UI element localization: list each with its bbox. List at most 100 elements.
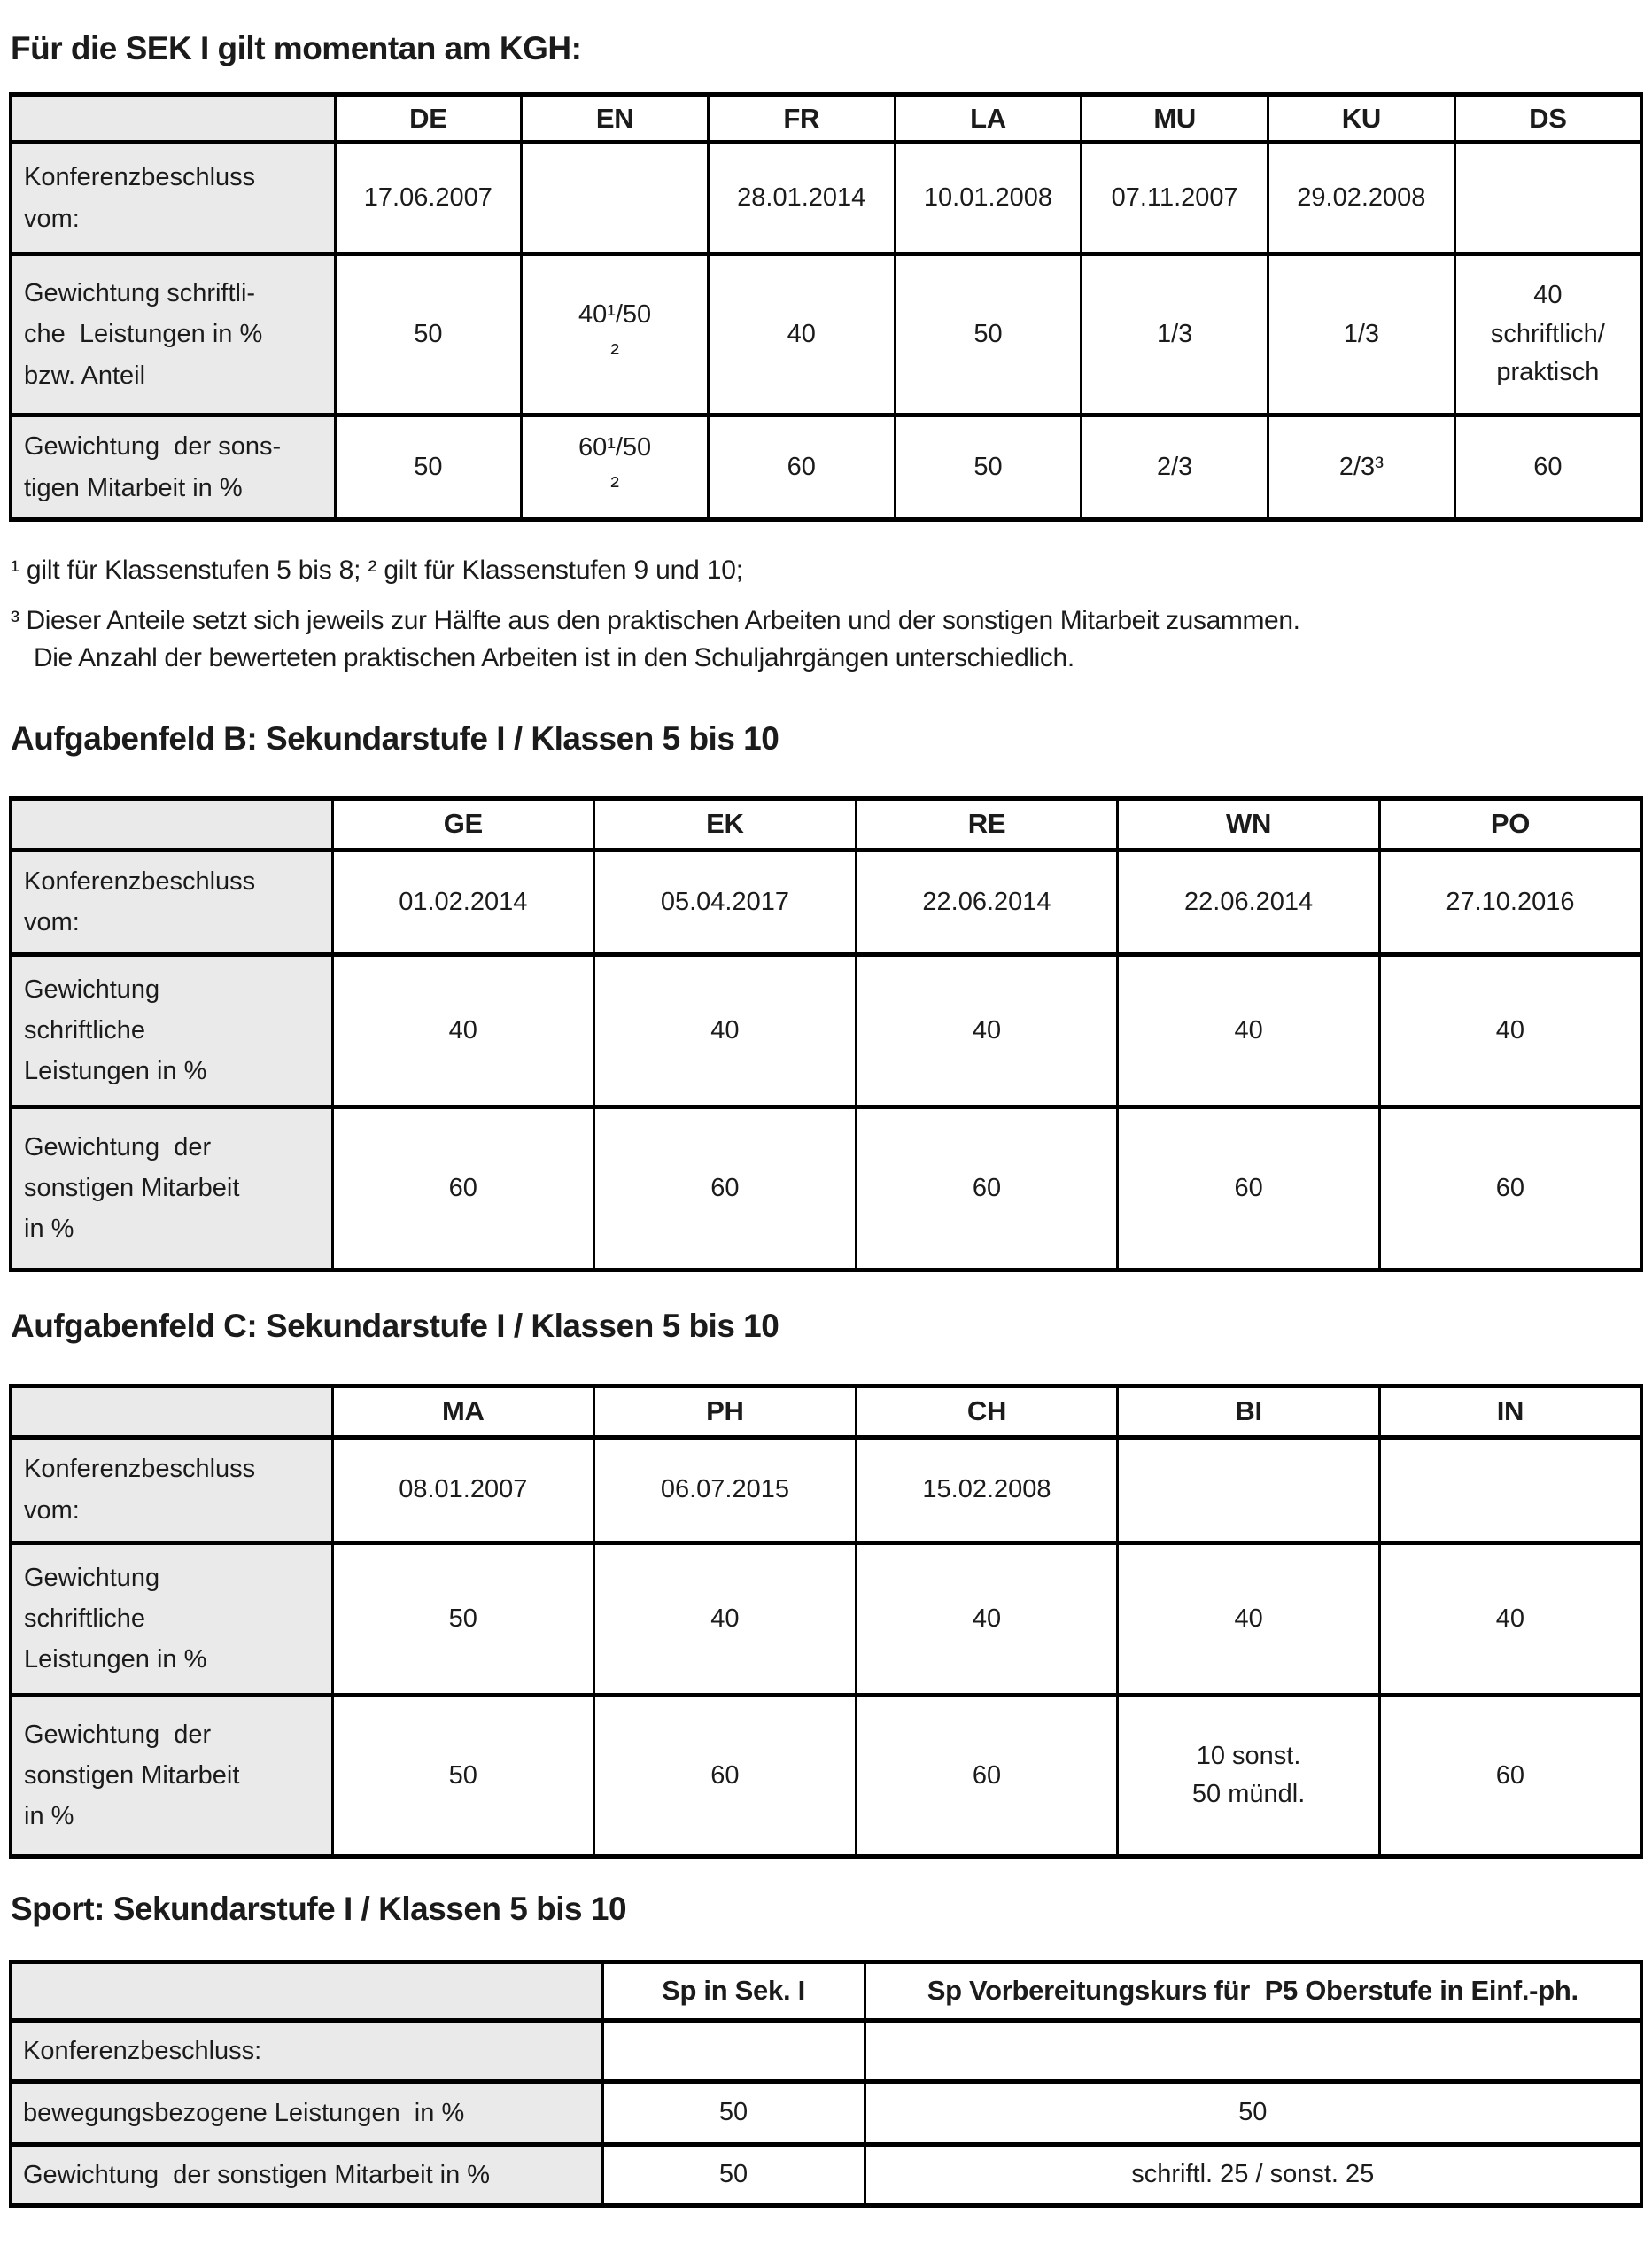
cell-value [1453,140,1643,256]
column-header: MA [330,1383,596,1440]
row-label: Gewichtung der sonstigen Mitarbeit in % [9,1692,334,1859]
cell-value: 40 [854,951,1120,1109]
column-header: LA [893,92,1083,144]
row-label: Gewichtung schriftliche Leistungen in % [9,1540,334,1697]
cell-value: 40 [593,1540,857,1697]
column-header: RE [854,796,1120,852]
table-row: Konferenzbeschluss: [9,2017,1643,2084]
cell-value: 22.06.2014 [1116,847,1381,957]
table-row: Konferenzbeschluss vom: 01.02.2014 05.04.2… [9,847,1643,957]
section-heading-aufgabenfeld-c: Aufgabenfeld C: Sekundarstufe I / Klasse… [11,1307,779,1344]
cell-value: 40 [593,951,857,1109]
cell-value: schriftl. 25 / sonst. 25 [863,2141,1643,2208]
cell-value: 1/3 [1267,252,1456,417]
column-header: PO [1377,796,1643,852]
cell-value: 29.02.2008 [1267,140,1456,256]
cell-value: 60 [593,1104,857,1272]
cell-value [601,2017,866,2084]
cell-value: 07.11.2007 [1080,140,1270,256]
table-row: Gewichtung der sonstigen Mitarbeit in % 5… [9,2141,1643,2208]
cell-value [1116,1434,1381,1545]
row-label: Gewichtung schriftliche Leistungen in % [9,951,334,1109]
column-header: FR [706,92,896,144]
cell-value: 50 [893,252,1083,417]
cell-value: 50 [333,252,524,417]
cell-value: 60 [1453,413,1643,522]
cell-value: 40 [706,252,896,417]
cell-value: 50 [330,1540,596,1697]
row-label: bewegungsbezogene Leistungen in % [9,2078,604,2147]
table-row: Gewichtung der sonstigen Mitarbeit in % 5… [9,1692,1643,1859]
column-header: Sp in Sek. I [601,1959,866,2023]
cell-value: 40 schriftlich/ praktisch [1453,252,1643,417]
cell-value: 50 [333,413,524,522]
column-header: CH [854,1383,1120,1440]
cell-value: 60 [854,1692,1120,1859]
column-header: DS [1453,92,1643,144]
cell-value [520,140,710,256]
row-label: Gewichtung der sonstigen Mitarbeit in % [9,2141,604,2208]
cell-value: 28.01.2014 [706,140,896,256]
section-heading-sport: Sport: Sekundarstufe I / Klassen 5 bis 1… [11,1890,627,1927]
footnotes: ¹ gilt für Klassenstufen 5 bis 8; ² gilt… [11,552,1643,678]
cell-value: 40 [1377,951,1643,1109]
column-header: BI [1116,1383,1381,1440]
cell-value: 50 [893,413,1083,522]
aufgabenfeld-c-table: MA PH CH BI IN Konferenzbeschluss vom: 08.01.… [9,1383,1643,1859]
cell-value: 50 [330,1692,596,1859]
cell-value: 40 [1116,951,1381,1109]
column-header: Sp Vorbereitungskurs für P5 Oberstufe in… [863,1959,1643,2023]
row-label: Konferenzbeschluss: [9,2017,604,2084]
column-header: EN [520,92,710,144]
row-label: Gewichtung der sons- tigen Mitarbeit in … [9,413,337,522]
cell-value: 40 [1116,1540,1381,1697]
cell-value: 60 [706,413,896,522]
row-label: Konferenzbeschluss vom: [9,1434,334,1545]
cell-value: 60 [1116,1104,1381,1272]
table-row: Gewichtung schriftli- che Leistungen in … [9,252,1643,417]
footnote-1-2: ¹ gilt für Klassenstufen 5 bis 8; ² gilt… [11,555,743,585]
row-label: Konferenzbeschluss vom: [9,140,337,256]
cell-value: 22.06.2014 [854,847,1120,957]
column-header: EK [593,796,857,852]
column-header: PH [593,1383,857,1440]
corner-cell [9,1383,334,1440]
row-label: Konferenzbeschluss vom: [9,847,334,957]
table-row: Gewichtung der sons- tigen Mitarbeit in … [9,413,1643,522]
cell-value: 2/3³ [1267,413,1456,522]
cell-value: 40 [330,951,596,1109]
cell-value: 17.06.2007 [333,140,524,256]
cell-value: 60 [854,1104,1120,1272]
column-header: GE [330,796,596,852]
cell-value: 10 sonst. 50 mündl. [1116,1692,1381,1859]
cell-value: 1/3 [1080,252,1270,417]
aufgabenfeld-b-table: GE EK RE WN PO Konferenzbeschluss vom: 01.02.… [9,796,1643,1272]
table-row: Konferenzbeschluss vom: 08.01.2007 06.07.2… [9,1434,1643,1545]
row-label: Gewichtung der sonstigen Mitarbeit in % [9,1104,334,1272]
cell-value: 40 [1377,1540,1643,1697]
cell-value: 60 [1377,1104,1643,1272]
cell-value: 2/3 [1080,413,1270,522]
cell-value: 60 [330,1104,596,1272]
sek1-weighting-table: DE EN FR LA MU KU DS Konferenzbeschluss vom: 17… [9,92,1643,522]
cell-value: 40 [854,1540,1120,1697]
cell-value: 27.10.2016 [1377,847,1643,957]
footnote-3: ³ Dieser Anteile setzt sich jeweils zur … [11,605,1300,673]
cell-value: 10.01.2008 [893,140,1083,256]
cell-value: 05.04.2017 [593,847,857,957]
row-label: Gewichtung schriftli- che Leistungen in … [9,252,337,417]
column-header: WN [1116,796,1381,852]
column-header: KU [1267,92,1456,144]
cell-value [1377,1434,1643,1545]
column-header: DE [333,92,524,144]
cell-value: 15.02.2008 [854,1434,1120,1545]
table-row: Konferenzbeschluss vom: 17.06.2007 28.01.2… [9,140,1643,256]
table-row: Gewichtung schriftliche Leistungen in % 5… [9,1540,1643,1697]
cell-value: 60 [1377,1692,1643,1859]
cell-value: 50 [601,2141,866,2208]
cell-value: 50 [601,2078,866,2147]
cell-value: 06.07.2015 [593,1434,857,1545]
corner-cell [9,92,337,144]
sport-table: Sp in Sek. I Sp Vorbereitungskurs für P5 … [9,1959,1643,2208]
